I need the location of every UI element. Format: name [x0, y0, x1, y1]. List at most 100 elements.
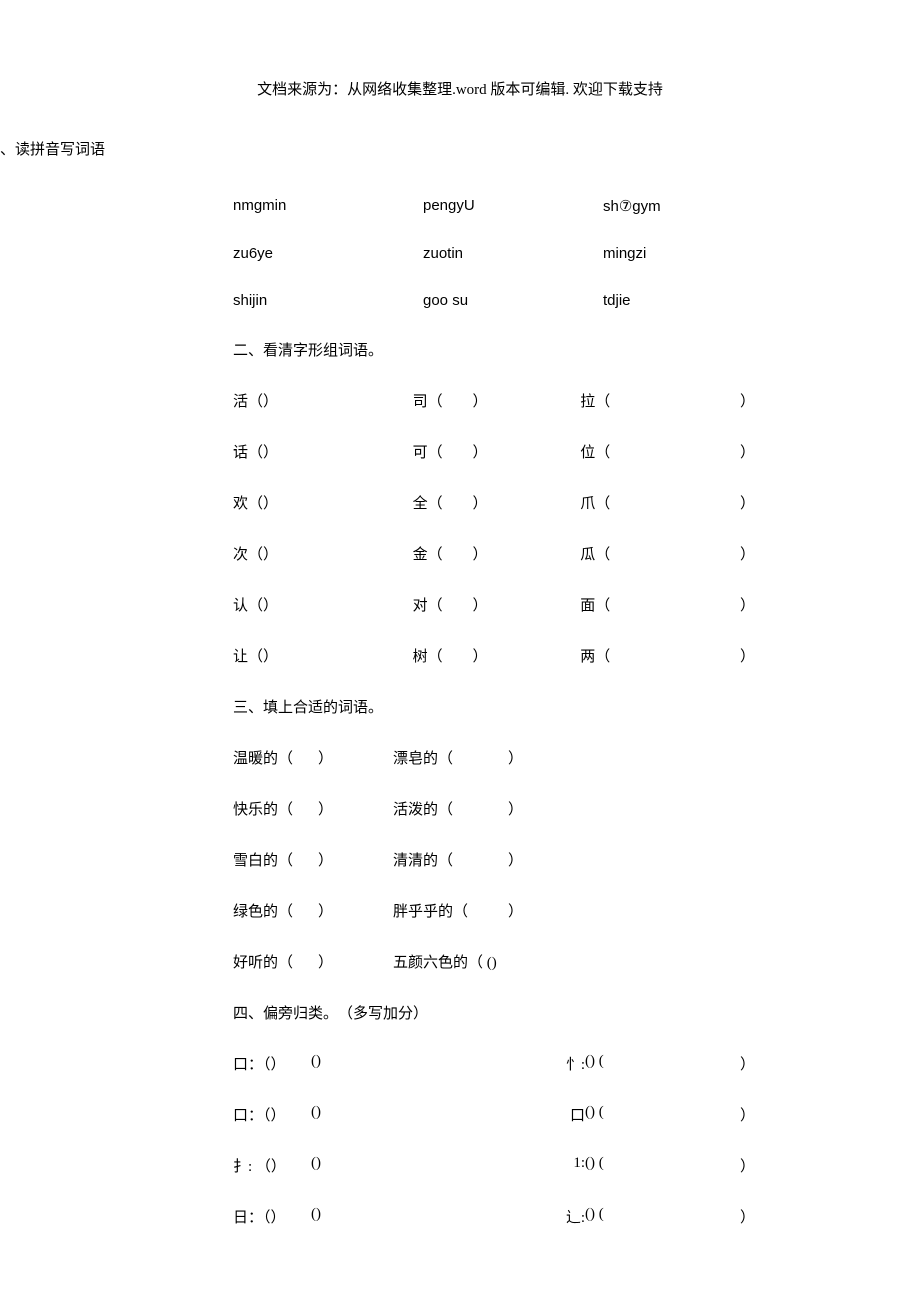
ex2-row: 次（） 金（ ） 瓜（ ） — [155, 543, 755, 564]
ex3-cell: 快乐的（ — [233, 798, 318, 819]
ex2-row: 让（） 树（ ） 两（ ） — [155, 645, 755, 666]
section2-title: 二、看清字形组词语。 — [233, 339, 755, 360]
ex2-cell: 位（ — [580, 441, 650, 462]
ex4-cell: 口 — [547, 1104, 585, 1125]
ex4-row: 口：（） () 忄: () ( ） — [155, 1053, 755, 1074]
ex3-cell: ） — [318, 900, 393, 921]
document-body: 、读拼音写词语 nmgmin pengyU sh⑦gym zu6ye zuoti… — [155, 138, 755, 1257]
ex2-cell: 爪（ — [580, 492, 650, 513]
ex4-cell: 日：（） — [233, 1206, 311, 1227]
ex2-cell: 司（ — [413, 390, 473, 411]
ex3-cell: 清清的（ — [393, 849, 508, 870]
pinyin-row: zu6ye zuotin mingzi — [155, 245, 755, 262]
ex3-cell: 好听的（ — [233, 951, 318, 972]
ex4-cell — [347, 1155, 547, 1176]
ex3-cell: ） — [318, 951, 393, 972]
ex4-cell — [347, 1104, 547, 1125]
ex3-cell: ） — [318, 849, 393, 870]
ex4-cell: 1: — [547, 1155, 585, 1176]
ex2-cell: 拉（ — [580, 390, 650, 411]
ex4-cell: ） — [740, 1155, 755, 1176]
ex2-cell: 欢（） — [233, 492, 313, 513]
ex3-row: 雪白的（ ） 清清的（ ） — [155, 849, 755, 870]
ex4-cell: ） — [740, 1104, 755, 1125]
ex4-cell — [625, 1104, 740, 1125]
ex4-cell: 扌: （） — [233, 1155, 311, 1176]
ex2-cell — [650, 645, 740, 666]
ex2-cell: ） — [740, 594, 755, 615]
ex2-cell: ） — [473, 543, 581, 564]
pinyin-cell: zu6ye — [233, 245, 423, 262]
ex2-cell: 对（ — [413, 594, 473, 615]
ex4-cell — [625, 1053, 740, 1074]
ex3-cell: 绿色的（ — [233, 900, 318, 921]
ex4-cell — [347, 1053, 547, 1074]
ex2-cell: 次（） — [233, 543, 313, 564]
pinyin-cell: zuotin — [423, 245, 603, 262]
ex3-cell: 温暖的（ — [233, 747, 318, 768]
ex3-cell: ） — [318, 798, 393, 819]
pinyin-cell: pengyU — [423, 197, 603, 215]
ex2-cell — [313, 390, 413, 411]
ex3-row: 快乐的（ ） 活泼的（ ） — [155, 798, 755, 819]
ex2-cell — [650, 543, 740, 564]
ex3-cell: ） — [508, 849, 755, 870]
ex2-cell: ） — [473, 390, 581, 411]
ex3-row: 温暖的（ ） 漂皂的（ ） — [155, 747, 755, 768]
ex3-row: 绿色的（ ） 胖乎乎的（ ） — [155, 900, 755, 921]
ex2-cell: 面（ — [580, 594, 650, 615]
pinyin-cell: nmgmin — [233, 197, 423, 215]
ex2-cell: ） — [740, 492, 755, 513]
ex4-cell: 辶: — [547, 1206, 585, 1227]
ex2-row: 欢（） 全（ ） 爪（ ） — [155, 492, 755, 513]
ex2-cell: 活（） — [233, 390, 313, 411]
ex3-cell: 五颜六色的（ () — [393, 951, 508, 972]
ex2-row: 认（） 对（ ） 面（ ） — [155, 594, 755, 615]
ex2-cell — [313, 594, 413, 615]
ex4-cell: () ( — [585, 1104, 625, 1125]
ex2-cell — [650, 441, 740, 462]
ex2-cell: 全（ — [413, 492, 473, 513]
ex2-cell: 让（） — [233, 645, 313, 666]
ex2-cell — [650, 390, 740, 411]
ex3-cell: 活泼的（ — [393, 798, 508, 819]
ex4-cell: ） — [740, 1206, 755, 1227]
section1-title: 、读拼音写词语 — [0, 138, 755, 159]
ex3-cell: ） — [318, 747, 393, 768]
ex4-cell: 口：（） — [233, 1053, 311, 1074]
ex2-cell: 话（） — [233, 441, 313, 462]
ex4-row: 扌: （） () 1: () ( ） — [155, 1155, 755, 1176]
ex4-cell: ） — [740, 1053, 755, 1074]
ex4-cell: 口：（） — [233, 1104, 311, 1125]
ex2-cell: 认（） — [233, 594, 313, 615]
section3-title: 三、填上合适的词语。 — [233, 696, 755, 717]
pinyin-cell: sh⑦gym — [603, 197, 755, 215]
ex3-cell: ） — [508, 798, 755, 819]
ex4-cell: () ( — [585, 1155, 625, 1176]
ex2-cell — [313, 543, 413, 564]
ex4-cell: () — [311, 1206, 347, 1227]
ex2-cell: 可（ — [413, 441, 473, 462]
page-header: 文档来源为：从网络收集整理.word 版本可编辑. 欢迎下载支持 — [0, 78, 920, 99]
pinyin-cell: tdjie — [603, 292, 755, 309]
ex2-cell: ） — [473, 441, 581, 462]
ex2-cell: ） — [740, 390, 755, 411]
ex4-cell: () — [311, 1053, 347, 1074]
section4-title: 四、偏旁归类。 （多写加分） — [233, 1002, 755, 1023]
ex2-cell: 树（ — [413, 645, 473, 666]
ex2-cell: 瓜（ — [580, 543, 650, 564]
ex2-cell: 两（ — [580, 645, 650, 666]
ex2-cell: ） — [740, 543, 755, 564]
ex2-cell: ） — [473, 492, 581, 513]
ex3-cell: 胖乎乎的（ — [393, 900, 508, 921]
pinyin-cell: mingzi — [603, 245, 755, 262]
ex2-cell: ） — [473, 645, 581, 666]
ex2-cell — [313, 645, 413, 666]
pinyin-row: nmgmin pengyU sh⑦gym — [155, 197, 755, 215]
ex3-cell: 漂皂的（ — [393, 747, 508, 768]
ex2-cell: 金（ — [413, 543, 473, 564]
ex4-cell: () — [311, 1155, 347, 1176]
ex4-cell — [347, 1206, 547, 1227]
ex3-cell — [508, 951, 755, 972]
ex2-cell: ） — [740, 645, 755, 666]
